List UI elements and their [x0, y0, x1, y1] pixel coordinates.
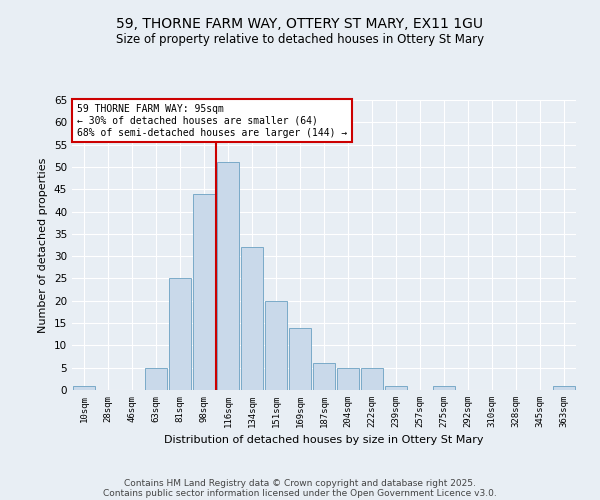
Bar	[145, 368, 167, 390]
Bar	[289, 328, 311, 390]
Bar	[433, 386, 455, 390]
Bar	[361, 368, 383, 390]
Bar	[313, 363, 335, 390]
Bar	[169, 278, 191, 390]
Y-axis label: Number of detached properties: Number of detached properties	[38, 158, 49, 332]
Bar	[553, 386, 575, 390]
Bar	[73, 386, 95, 390]
Text: Contains HM Land Registry data © Crown copyright and database right 2025.: Contains HM Land Registry data © Crown c…	[124, 478, 476, 488]
X-axis label: Distribution of detached houses by size in Ottery St Mary: Distribution of detached houses by size …	[164, 436, 484, 446]
Bar	[241, 247, 263, 390]
Text: 59 THORNE FARM WAY: 95sqm
← 30% of detached houses are smaller (64)
68% of semi-: 59 THORNE FARM WAY: 95sqm ← 30% of detac…	[77, 104, 347, 138]
Bar	[337, 368, 359, 390]
Bar	[265, 301, 287, 390]
Bar	[217, 162, 239, 390]
Bar	[385, 386, 407, 390]
Text: Size of property relative to detached houses in Ottery St Mary: Size of property relative to detached ho…	[116, 32, 484, 46]
Text: Contains public sector information licensed under the Open Government Licence v3: Contains public sector information licen…	[103, 488, 497, 498]
Text: 59, THORNE FARM WAY, OTTERY ST MARY, EX11 1GU: 59, THORNE FARM WAY, OTTERY ST MARY, EX1…	[116, 18, 484, 32]
Bar	[193, 194, 215, 390]
